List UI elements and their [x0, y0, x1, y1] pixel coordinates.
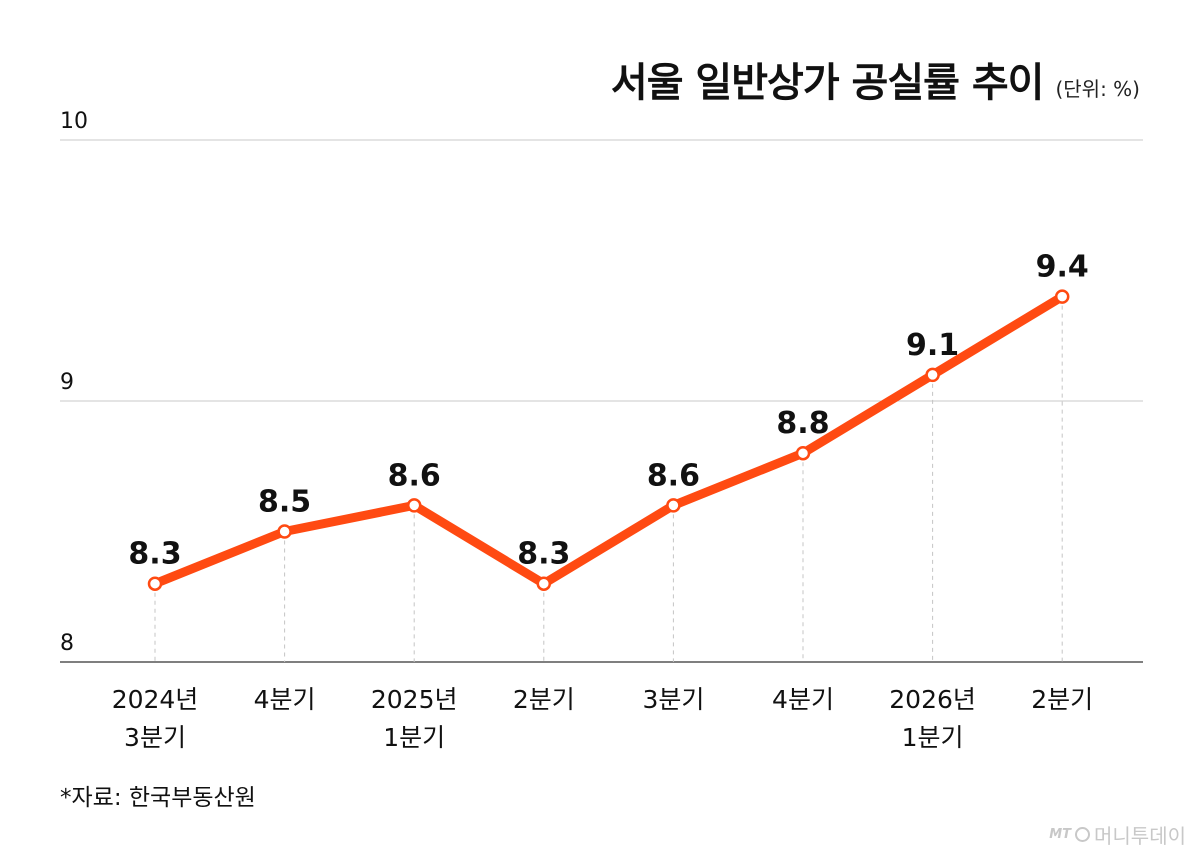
- data-point: [536, 576, 552, 591]
- logo-mark: MT: [1049, 827, 1071, 842]
- logo-ring-icon: [1075, 827, 1090, 842]
- y-tick-label: 10: [60, 109, 88, 134]
- source-note: *자료: 한국부동산원: [60, 785, 256, 811]
- x-tick-label: 3분기: [642, 685, 704, 714]
- data-label: 9.1: [906, 328, 959, 363]
- chart-unit: (단위: %): [1055, 77, 1140, 101]
- data-label: 9.4: [1036, 250, 1089, 285]
- logo-name: 머니투데이: [1094, 824, 1186, 848]
- publisher-logo: MT 머니투데이: [1049, 820, 1186, 849]
- data-label: 8.8: [776, 406, 829, 441]
- x-tick-label: 2분기: [513, 685, 575, 714]
- x-tick-label: 2026년: [889, 685, 976, 714]
- x-tick-label: 3분기: [124, 723, 186, 752]
- data-label: 8.6: [647, 458, 700, 493]
- chart-title: 서울 일반상가 공실률 추이: [610, 60, 1045, 106]
- y-tick-label: 9: [60, 370, 74, 395]
- y-tick-label: 8: [60, 631, 74, 656]
- x-tick-label: 4분기: [772, 685, 834, 714]
- data-point: [795, 445, 811, 461]
- x-tick-label: 1분기: [383, 723, 445, 752]
- x-tick-label: 2024년: [112, 685, 199, 714]
- x-tick-label: 2025년: [371, 685, 458, 714]
- data-label: 8.3: [517, 537, 570, 572]
- data-point: [147, 576, 163, 591]
- data-point: [666, 498, 681, 513]
- data-point: [406, 498, 422, 513]
- chart-header: 서울 일반상가 공실률 추이 (단위: %): [611, 50, 1140, 108]
- data-label: 8.5: [258, 485, 311, 520]
- x-tick-label: 4분기: [254, 685, 316, 714]
- data-label: 8.6: [388, 458, 441, 493]
- x-tick-label: 2분기: [1031, 685, 1093, 714]
- data-point: [925, 367, 940, 383]
- data-label: 8.3: [128, 537, 181, 572]
- series-line: [150, 292, 1067, 589]
- data-point: [277, 524, 292, 539]
- data-point: [1054, 289, 1070, 304]
- x-tick-label: 1분기: [902, 723, 964, 752]
